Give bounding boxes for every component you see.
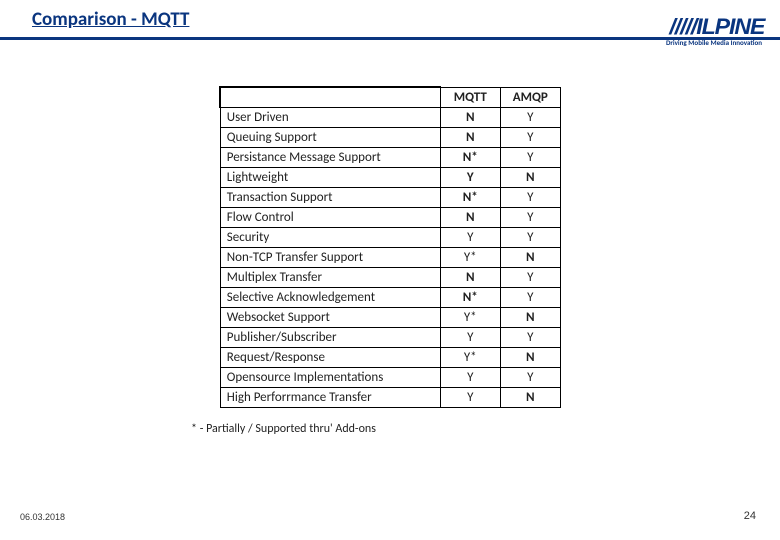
mqtt-cell: N: [440, 107, 500, 127]
header-amqp: AMQP: [500, 87, 560, 107]
footer-date: 06.03.2018: [20, 512, 65, 522]
table-row: User DrivenNY: [220, 107, 560, 127]
brand-logo: /////ILPINE Driving Mobile Media Innovat…: [666, 14, 762, 47]
footnote: * - Partially / Supported thru' Add-ons: [191, 422, 589, 436]
logo-text: /////ILPINE: [664, 14, 765, 40]
table-row: Opensource ImplementationsYY: [220, 367, 560, 387]
table-row: Flow ControlNY: [220, 207, 560, 227]
mqtt-cell: Y*: [440, 307, 500, 327]
mqtt-cell: N: [440, 207, 500, 227]
feature-cell: Security: [220, 227, 440, 247]
table-row: Selective AcknowledgementN*Y: [220, 287, 560, 307]
amqp-cell: N: [500, 167, 560, 187]
amqp-cell: Y: [500, 327, 560, 347]
feature-cell: Publisher/Subscriber: [220, 327, 440, 347]
table-row: Websocket SupportY*N: [220, 307, 560, 327]
table-row: Non-TCP Transfer SupportY*N: [220, 247, 560, 267]
table-row: Persistance Message SupportN*Y: [220, 147, 560, 167]
mqtt-cell: Y: [440, 387, 500, 407]
table-header-row: MQTT AMQP: [220, 87, 560, 107]
amqp-cell: Y: [500, 227, 560, 247]
amqp-cell: Y: [500, 267, 560, 287]
page-title: Comparison - MQTT: [32, 8, 189, 31]
mqtt-cell: N*: [440, 147, 500, 167]
feature-cell: Selective Acknowledgement: [220, 287, 440, 307]
amqp-cell: Y: [500, 187, 560, 207]
footer-page: 24: [744, 510, 756, 522]
feature-cell: Request/Response: [220, 347, 440, 367]
mqtt-cell: Y*: [440, 347, 500, 367]
feature-cell: User Driven: [220, 107, 440, 127]
amqp-cell: N: [500, 347, 560, 367]
table-row: Queuing SupportNY: [220, 127, 560, 147]
amqp-cell: N: [500, 387, 560, 407]
table-row: High Perforrmance TransferYN: [220, 387, 560, 407]
amqp-cell: Y: [500, 367, 560, 387]
feature-cell: Websocket Support: [220, 307, 440, 327]
table-row: Transaction SupportN*Y: [220, 187, 560, 207]
feature-cell: Non-TCP Transfer Support: [220, 247, 440, 267]
table-row: Publisher/SubscriberYY: [220, 327, 560, 347]
mqtt-cell: Y: [440, 227, 500, 247]
comparison-table: MQTT AMQP User DrivenNYQueuing SupportNY…: [219, 86, 561, 408]
amqp-cell: N: [500, 247, 560, 267]
amqp-cell: Y: [500, 287, 560, 307]
amqp-cell: Y: [500, 127, 560, 147]
amqp-cell: Y: [500, 207, 560, 227]
header-blank: [220, 87, 440, 107]
amqp-cell: Y: [500, 107, 560, 127]
feature-cell: Persistance Message Support: [220, 147, 440, 167]
mqtt-cell: N: [440, 127, 500, 147]
feature-cell: Transaction Support: [220, 187, 440, 207]
amqp-cell: N: [500, 307, 560, 327]
table-row: Multiplex TransferNY: [220, 267, 560, 287]
table-row: SecurityYY: [220, 227, 560, 247]
feature-cell: Opensource Implementations: [220, 367, 440, 387]
feature-cell: Flow Control: [220, 207, 440, 227]
header-mqtt: MQTT: [440, 87, 500, 107]
mqtt-cell: Y: [440, 367, 500, 387]
feature-cell: Lightweight: [220, 167, 440, 187]
feature-cell: Queuing Support: [220, 127, 440, 147]
amqp-cell: Y: [500, 147, 560, 167]
feature-cell: High Perforrmance Transfer: [220, 387, 440, 407]
mqtt-cell: N*: [440, 187, 500, 207]
mqtt-cell: N: [440, 267, 500, 287]
table-row: Request/ResponseY*N: [220, 347, 560, 367]
table-row: LightweightYN: [220, 167, 560, 187]
mqtt-cell: Y*: [440, 247, 500, 267]
feature-cell: Multiplex Transfer: [220, 267, 440, 287]
mqtt-cell: Y: [440, 327, 500, 347]
mqtt-cell: N*: [440, 287, 500, 307]
mqtt-cell: Y: [440, 167, 500, 187]
